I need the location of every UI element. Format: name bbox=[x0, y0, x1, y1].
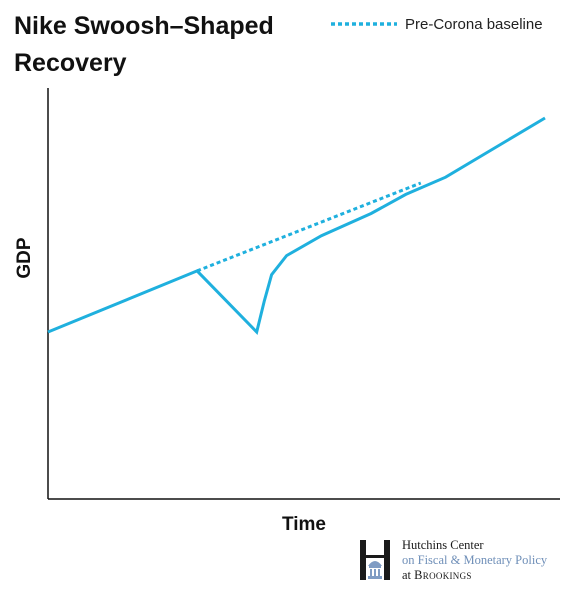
credit-line-1: Hutchins Center bbox=[402, 538, 484, 552]
x-axis-label: Time bbox=[282, 514, 326, 535]
series-line-gdp bbox=[47, 116, 546, 335]
chart-title: Nike Swoosh–Shaped Recovery bbox=[14, 12, 274, 77]
credit-line-2: on Fiscal & Monetary Policy bbox=[402, 553, 548, 567]
hutchins-center-logo bbox=[360, 540, 390, 580]
credit-line-3-prefix: at bbox=[402, 568, 415, 582]
legend-label-pre-corona-baseline: Pre-Corona baseline bbox=[405, 15, 543, 33]
y-axis-label: GDP bbox=[14, 237, 35, 279]
credit-text: Hutchins Center on Fiscal & Monetary Pol… bbox=[402, 538, 547, 583]
legend-dotted-line-swatch bbox=[331, 22, 397, 26]
hutchins-center-credit: Hutchins Center on Fiscal & Monetary Pol… bbox=[358, 538, 547, 583]
series-line-pre-corona-baseline bbox=[196, 181, 422, 273]
credit-line-3-org: Brookings bbox=[414, 568, 472, 582]
credit-line-3: at Brookings bbox=[402, 568, 547, 583]
legend: Pre-Corona baseline bbox=[331, 12, 543, 36]
